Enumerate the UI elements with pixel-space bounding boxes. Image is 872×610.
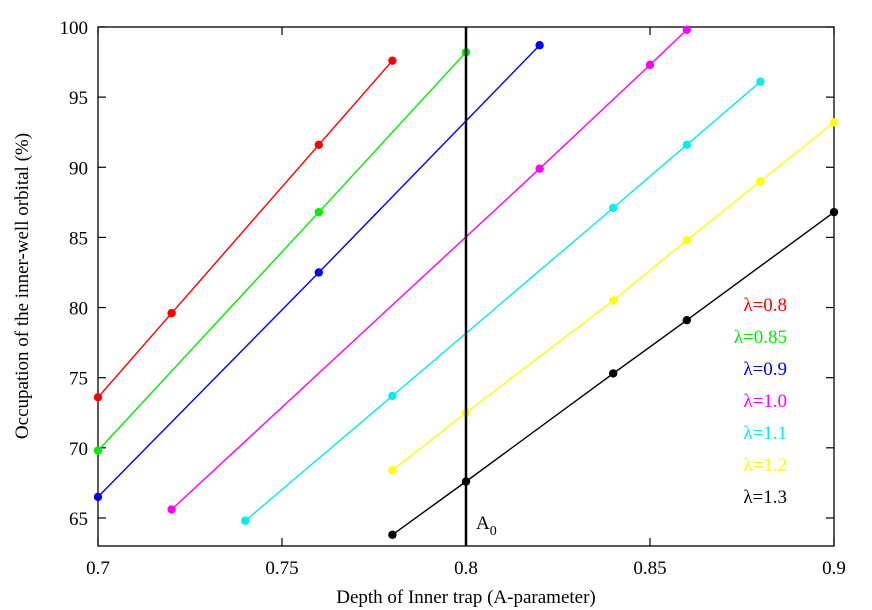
data-point (167, 308, 176, 318)
data-point (829, 207, 839, 217)
x-tick-label: 0.75 (265, 558, 298, 579)
data-point (756, 77, 765, 86)
data-point (645, 60, 655, 70)
reference-line-label: A0 (476, 513, 497, 539)
reference-label-sub: 0 (490, 524, 497, 539)
x-axis-title: Depth of Inner trap (A-parameter) (336, 587, 596, 608)
x-tick-label: 0.8 (454, 558, 478, 579)
legend-entry: λ=0.9 (743, 359, 787, 380)
data-point (609, 296, 618, 305)
ticks: 0.7 0.75 0.8 0.85 0.9 65 70 75 80 85 90 95 100 (60, 18, 846, 579)
reference-label-main: A (476, 513, 490, 534)
data-point (93, 393, 103, 402)
data-point (682, 140, 691, 150)
data-point (388, 391, 397, 401)
series-3 (93, 41, 544, 502)
y-tick-label: 85 (69, 228, 88, 249)
data-point (314, 207, 323, 217)
data-point (93, 446, 103, 455)
y-tick-label: 65 (69, 509, 88, 530)
data-point (241, 516, 250, 525)
series-line (391, 121, 835, 471)
y-tick-label: 75 (69, 369, 88, 390)
data-point (682, 315, 691, 325)
series-1 (93, 56, 397, 402)
y-tick-label: 70 (69, 439, 88, 460)
data-point (535, 41, 544, 50)
series-5 (241, 77, 765, 525)
series-line (171, 29, 688, 511)
data-point (314, 268, 323, 277)
y-tick-label: 95 (69, 88, 88, 109)
data-point (682, 25, 691, 35)
data-point (167, 505, 176, 514)
data-point (682, 236, 691, 245)
series-7 (388, 207, 839, 539)
legend-entry: λ=1.3 (743, 487, 787, 508)
series-2 (93, 48, 471, 455)
series-line (97, 51, 467, 452)
y-tick-label: 80 (69, 299, 88, 320)
series-6 (388, 118, 839, 475)
data-point (388, 466, 397, 475)
legend-entry: λ=1.0 (743, 391, 787, 412)
x-tick-label: 0.85 (633, 558, 666, 579)
data-point (609, 369, 618, 378)
x-tick-label: 0.7 (86, 558, 110, 579)
legend-entry: λ=1.1 (743, 423, 787, 444)
legend: λ=0.8 λ=0.85 λ=0.9 λ=1.0 λ=1.1 λ=1.2 λ=1.3 (734, 295, 787, 508)
y-tick-label: 90 (69, 158, 88, 179)
data-point (609, 203, 618, 213)
y-axis-title: Occupation of the inner-well orbital (%) (12, 133, 33, 439)
y-tick-label: 100 (60, 18, 89, 39)
series-4 (167, 25, 691, 514)
x-tick-label: 0.9 (822, 558, 846, 579)
legend-entry: λ=1.2 (743, 455, 787, 476)
data-point (756, 177, 765, 186)
legend-entry: λ=0.8 (743, 295, 787, 316)
data-point (93, 492, 103, 502)
series-layer (93, 25, 839, 539)
data-point (314, 140, 323, 150)
data-point (829, 118, 839, 127)
data-point (388, 530, 397, 539)
data-point (388, 56, 397, 65)
legend-entry: λ=0.85 (734, 327, 787, 348)
data-point (535, 164, 544, 173)
series-line (97, 60, 393, 398)
